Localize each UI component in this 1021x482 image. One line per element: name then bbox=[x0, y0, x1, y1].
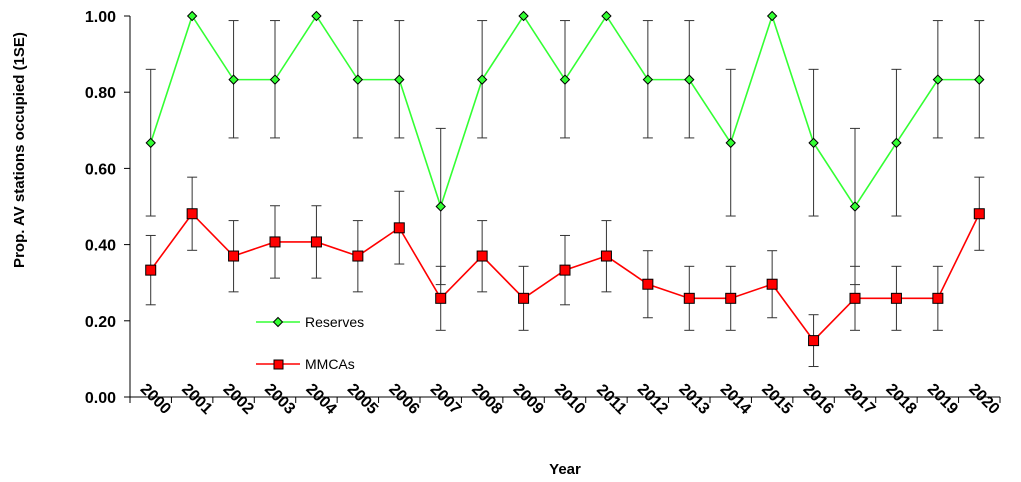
y-axis-title: Prop. AV stations occupied (1SE) bbox=[11, 32, 28, 268]
data-point-mmcas bbox=[269, 236, 281, 248]
data-point-mmcas bbox=[476, 250, 488, 262]
y-tick-label: 0.00 bbox=[85, 390, 116, 407]
y-tick-label: 0.20 bbox=[85, 314, 116, 331]
data-point-mmcas bbox=[559, 264, 571, 276]
x-tick-label: 2004 bbox=[302, 381, 339, 418]
data-point-reserves bbox=[186, 10, 198, 22]
data-point-reserves bbox=[684, 74, 695, 85]
x-tick-label: 2006 bbox=[385, 381, 422, 418]
data-point-reserves bbox=[145, 137, 156, 149]
x-tick-label: 2014 bbox=[717, 381, 754, 418]
x-tick-label: 2003 bbox=[261, 381, 298, 418]
y-ticks: 0.00 0.20 0.40 0.60 0.80 1.00 bbox=[85, 9, 130, 407]
y-tick-label: 1.00 bbox=[85, 9, 116, 26]
legend-item-reserves: Reserves bbox=[256, 314, 364, 330]
x-tick-label: 2013 bbox=[675, 381, 712, 418]
x-tick-label: 2017 bbox=[841, 381, 878, 418]
data-point-reserves bbox=[808, 137, 819, 149]
data-point-reserves bbox=[269, 74, 281, 85]
x-tick-label: 2007 bbox=[427, 381, 464, 418]
data-point-mmcas bbox=[932, 292, 944, 304]
data-point-reserves bbox=[518, 10, 529, 22]
data-point-reserves bbox=[849, 201, 861, 212]
data-point-mmcas bbox=[186, 208, 198, 220]
x-tick-label: 2011 bbox=[593, 381, 630, 418]
data-point-mmcas bbox=[310, 236, 322, 248]
x-tick-label: 2020 bbox=[965, 381, 1002, 418]
data-point-mmcas bbox=[973, 208, 985, 220]
data-point-reserves bbox=[228, 74, 239, 85]
data-point-reserves bbox=[601, 10, 612, 22]
y-tick-label: 0.60 bbox=[85, 161, 116, 178]
data-point-reserves bbox=[559, 74, 571, 85]
x-tick-label: 2001 bbox=[178, 381, 215, 418]
legend-marker-reserves bbox=[272, 316, 284, 328]
data-point-mmcas bbox=[683, 292, 695, 304]
x-tick-label: 2018 bbox=[882, 381, 919, 418]
legend-label-mmcas: MMCAs bbox=[305, 356, 355, 372]
data-point-reserves bbox=[435, 201, 446, 212]
x-tick-label: 2015 bbox=[758, 381, 795, 418]
x-axis-title: Year bbox=[549, 461, 581, 478]
data-point-reserves bbox=[476, 74, 488, 85]
data-point-reserves bbox=[311, 10, 322, 22]
data-point-reserves bbox=[352, 74, 364, 85]
data-point-reserves bbox=[891, 137, 902, 149]
data-point-mmcas bbox=[435, 292, 447, 304]
legend-marker-mmcas bbox=[273, 359, 284, 370]
data-point-mmcas bbox=[352, 250, 364, 262]
data-point-mmcas bbox=[145, 264, 157, 276]
y-tick-label: 0.80 bbox=[85, 85, 116, 102]
legend-item-mmcas: MMCAs bbox=[256, 356, 355, 372]
data-point-mmcas bbox=[890, 292, 902, 304]
x-tick-label: 2002 bbox=[220, 381, 257, 418]
x-tick-label: 2019 bbox=[924, 381, 961, 418]
x-ticks: 2000 2001 2002 2003 2004 2005 2006 2007 2008 2009… bbox=[129, 381, 1003, 418]
data-point-mmcas bbox=[725, 292, 737, 304]
data-point-mmcas bbox=[808, 335, 820, 347]
x-tick-label: 2010 bbox=[551, 381, 588, 418]
data-point-mmcas bbox=[228, 250, 240, 262]
data-point-mmcas bbox=[518, 292, 530, 304]
x-tick-label: 2012 bbox=[634, 381, 671, 418]
legend-label-reserves: Reserves bbox=[305, 314, 364, 330]
data-point-mmcas bbox=[600, 250, 612, 262]
data-point-mmcas bbox=[849, 292, 861, 304]
error-bars bbox=[145, 20, 985, 368]
markers bbox=[145, 10, 985, 347]
data-point-reserves bbox=[394, 74, 405, 85]
data-point-mmcas bbox=[393, 222, 405, 234]
data-point-reserves bbox=[932, 74, 944, 85]
data-point-mmcas bbox=[766, 278, 778, 290]
x-tick-label: 2016 bbox=[800, 381, 837, 418]
x-tick-label: 2000 bbox=[137, 381, 174, 418]
x-tick-label: 2009 bbox=[510, 381, 547, 418]
data-point-reserves bbox=[974, 74, 985, 85]
data-point-mmcas bbox=[642, 278, 654, 290]
y-tick-label: 0.40 bbox=[85, 238, 116, 255]
axes bbox=[129, 16, 1000, 398]
x-tick-label: 2005 bbox=[344, 381, 381, 418]
data-point-reserves bbox=[766, 10, 778, 22]
data-point-reserves bbox=[642, 74, 654, 85]
data-point-reserves bbox=[725, 137, 736, 149]
legend: Reserves MMCAs bbox=[256, 314, 364, 372]
x-tick-label: 2008 bbox=[468, 381, 505, 418]
